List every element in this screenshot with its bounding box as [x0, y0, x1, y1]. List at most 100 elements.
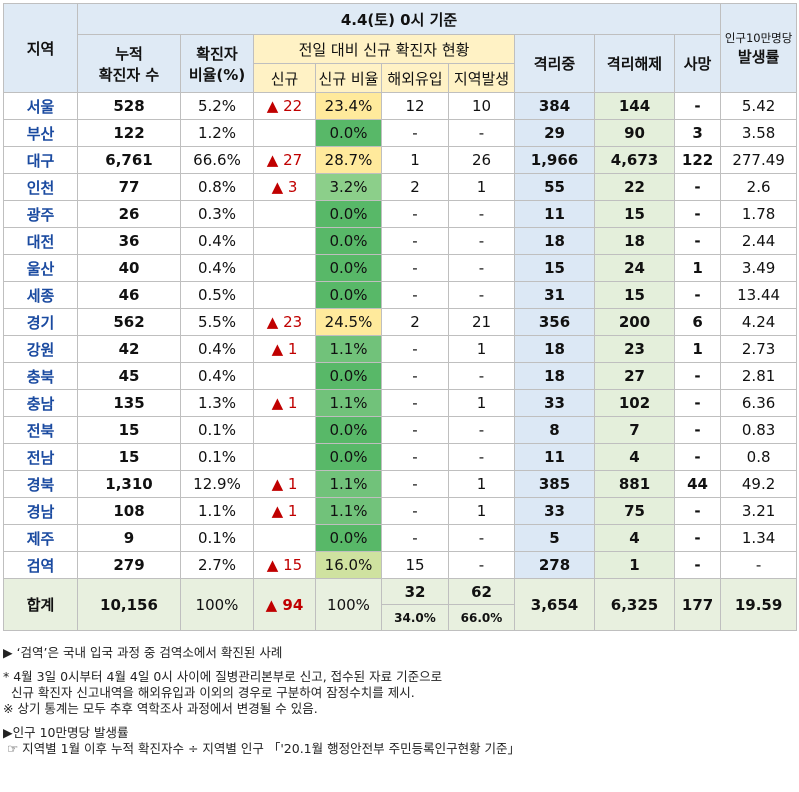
deaths-cell: - — [673, 200, 722, 228]
total-row: 합계 10,156 100% ▲ 94 100% 32 62 3,654 6,3… — [3, 578, 798, 631]
total-local: 62 — [448, 578, 515, 605]
local-cell: - — [448, 227, 515, 255]
table-row: 부산 122 1.2% 0.0% - -29 90 3 3.58 — [3, 119, 798, 147]
new-cell: ▲ 15 — [253, 551, 316, 579]
deaths-cell: - — [673, 281, 722, 309]
region-name: 전북 — [3, 416, 78, 444]
rate-cell: 3.21 — [720, 497, 798, 525]
note-basis-1: * 4월 3일 0시부터 4월 4일 0시 사이에 질병관리본부로 신고, 접수… — [3, 669, 443, 684]
region-name: 경남 — [3, 497, 78, 525]
released-cell: 881 — [594, 470, 675, 498]
released-cell: 15 — [594, 200, 675, 228]
deaths-cell: 44 — [673, 470, 722, 498]
region-name: 울산 — [3, 254, 78, 282]
deaths-cell: - — [673, 92, 722, 120]
region-name: 경기 — [3, 308, 78, 336]
cumulative-cell: 36 — [77, 227, 181, 255]
ratio-cell: 1.2% — [180, 119, 254, 147]
new-ratio-cell: 0.0% — [315, 200, 382, 228]
released-cell: 15 — [594, 281, 675, 309]
total-rate: 19.59 — [720, 578, 798, 631]
released-cell: 4 — [594, 443, 675, 471]
cumulative-cell: 108 — [77, 497, 181, 525]
released-cell: 4,673 — [594, 146, 675, 174]
new-ratio-cell: 0.0% — [315, 362, 382, 390]
new-ratio-cell: 1.1% — [315, 335, 382, 363]
rate-cell: 5.42 — [720, 92, 798, 120]
table-row: 세종 46 0.5% 0.0% - -31 15-13.44 — [3, 281, 798, 309]
new-ratio-cell: 0.0% — [315, 281, 382, 309]
header-released: 격리해제 — [594, 34, 675, 93]
new-ratio-cell: 0.0% — [315, 254, 382, 282]
rate-cell: 0.8 — [720, 443, 798, 471]
ratio-cell: 0.1% — [180, 524, 254, 552]
new-ratio-cell: 0.0% — [315, 119, 382, 147]
overseas-cell: - — [381, 119, 449, 147]
ratio-cell: 1.3% — [180, 389, 254, 417]
note-change: ※ 상기 통계는 모두 추후 역학조사 과정에서 변경될 수 있음. — [3, 701, 318, 716]
released-cell: 144 — [594, 92, 675, 120]
new-ratio-cell: 3.2% — [315, 173, 382, 201]
ratio-cell: 12.9% — [180, 470, 254, 498]
cumulative-cell: 42 — [77, 335, 181, 363]
table-row: 서울 528 5.2% ▲ 22 23.4% 12 10 384 144-5.42 — [3, 92, 798, 120]
total-released: 6,325 — [594, 578, 675, 631]
table-row: 대전 36 0.4% 0.0% - -18 18-2.44 — [3, 227, 798, 255]
cumulative-cell: 562 — [77, 308, 181, 336]
ratio-cell: 0.4% — [180, 254, 254, 282]
table-row: 경북 1,310 12.9% ▲ 1 1.1% -1 385 881 44 49.2 — [3, 470, 798, 498]
isolating-cell: 15 — [514, 254, 595, 282]
local-cell: - — [448, 551, 515, 579]
overseas-cell: 1 — [381, 146, 449, 174]
released-cell: 27 — [594, 362, 675, 390]
released-cell: 24 — [594, 254, 675, 282]
region-name: 검역 — [3, 551, 78, 579]
header-date-title: 4.4(토) 0시 기준 — [76, 3, 722, 35]
total-overseas: 32 — [381, 578, 449, 605]
local-cell: - — [448, 200, 515, 228]
cumulative-cell: 6,761 — [77, 146, 181, 174]
ratio-cell: 2.7% — [180, 551, 254, 579]
cumulative-cell: 528 — [77, 92, 181, 120]
released-cell: 4 — [594, 524, 675, 552]
region-name: 부산 — [3, 119, 78, 147]
new-ratio-cell: 23.4% — [315, 92, 382, 120]
header-per100k: 인구10만명당 발생률 — [720, 3, 798, 93]
deaths-cell: 3 — [673, 119, 722, 147]
overseas-cell: - — [381, 524, 449, 552]
overseas-cell: 2 — [381, 173, 449, 201]
local-cell: 1 — [448, 497, 515, 525]
region-name: 서울 — [3, 92, 78, 120]
footnotes: ▶ ‘검역’은 국내 입국 과정 중 검역소에서 확진된 사례 * 4월 3일 … — [3, 645, 520, 757]
overseas-cell: - — [381, 443, 449, 471]
total-new: ▲ 94 — [253, 578, 316, 631]
isolating-cell: 55 — [514, 173, 595, 201]
total-cumulative: 10,156 — [77, 578, 181, 631]
rate-cell: 6.36 — [720, 389, 798, 417]
new-ratio-cell: 0.0% — [315, 416, 382, 444]
released-cell: 1 — [594, 551, 675, 579]
new-cell — [253, 524, 316, 552]
isolating-cell: 18 — [514, 335, 595, 363]
isolating-cell: 1,966 — [514, 146, 595, 174]
ratio-cell: 5.2% — [180, 92, 254, 120]
isolating-cell: 8 — [514, 416, 595, 444]
new-cell: ▲ 23 — [253, 308, 316, 336]
table-row: 경남 108 1.1% ▲ 1 1.1% -1 33 75-3.21 — [3, 497, 798, 525]
table-row: 인천 77 0.8% ▲ 3 3.2% 2 1 55 22-2.6 — [3, 173, 798, 201]
region-name: 경북 — [3, 470, 78, 498]
total-deaths: 177 — [673, 578, 722, 631]
table-row: 경기 562 5.5% ▲ 23 24.5% 2 21 356 200 6 4.24 — [3, 308, 798, 336]
cumulative-cell: 77 — [77, 173, 181, 201]
deaths-cell: - — [673, 416, 722, 444]
cumulative-cell: 15 — [77, 443, 181, 471]
cumulative-cell: 45 — [77, 362, 181, 390]
new-cell — [253, 119, 316, 147]
local-cell: 1 — [448, 470, 515, 498]
new-ratio-cell: 0.0% — [315, 443, 382, 471]
ratio-cell: 0.3% — [180, 200, 254, 228]
region-name: 대전 — [3, 227, 78, 255]
local-cell: 21 — [448, 308, 515, 336]
note-rate-formula: ☞ 지역별 1월 이후 누적 확진자수 ÷ 지역별 인구 「'20.1월 행정안… — [3, 741, 521, 756]
new-ratio-cell: 0.0% — [315, 524, 382, 552]
